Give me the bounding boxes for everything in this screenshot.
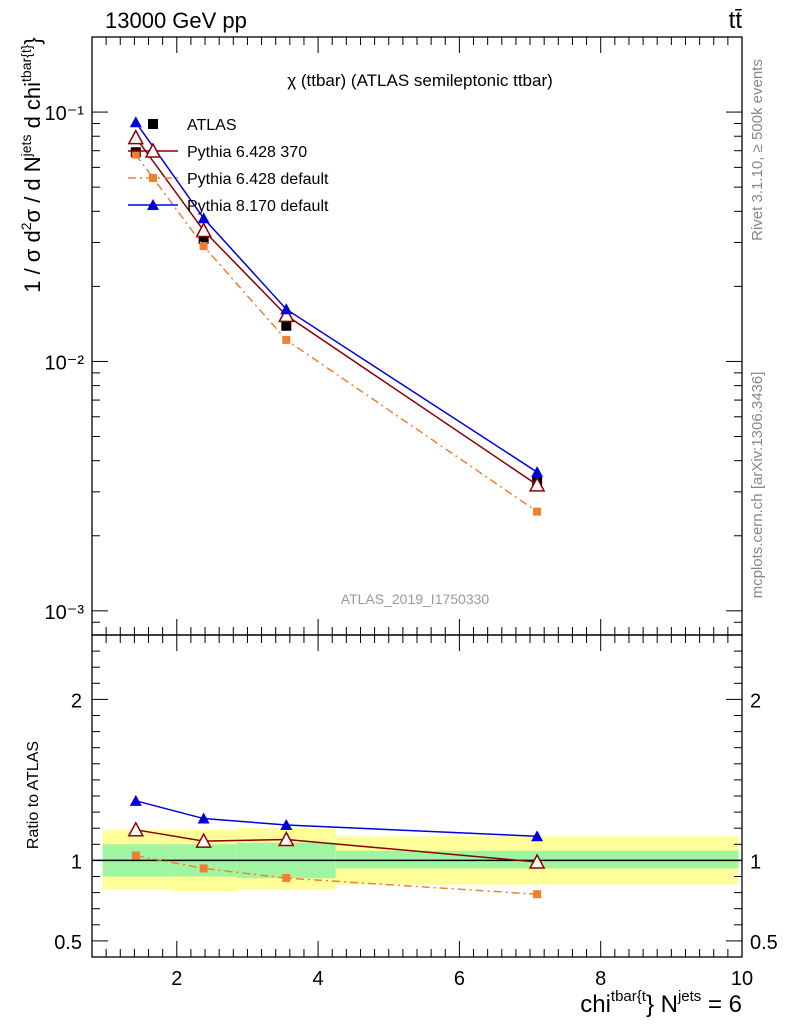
x-axis-title: chitbar{t} Njets = 6 (580, 988, 742, 1018)
analysis-watermark: ATLAS_2019_I1750330 (341, 591, 490, 607)
ratio-point-pythia-6-428-default (533, 890, 542, 899)
ratio-point-pythia-6-428-370 (528, 853, 546, 869)
legend-marker (148, 119, 158, 129)
x-tick-label: 8 (595, 968, 606, 990)
x-tick-label: 10 (731, 968, 753, 990)
main-point-pythia-8-170-default (197, 212, 210, 224)
ratio-point-pythia-6-428-370 (127, 821, 145, 837)
ratio-line-pythia-8-170-default (135, 800, 538, 837)
legend-label: Pythia 6.428 default (187, 171, 329, 188)
ratio-point-pythia-8-170-default (197, 812, 210, 824)
legend-marker (144, 142, 162, 158)
x-title-chi: chi (580, 991, 611, 1018)
ratio-point-pythia-8-170-default (129, 794, 142, 806)
main-point-pythia-6-428-370 (278, 306, 295, 323)
x-title-sup-tbar: tbar{t (611, 988, 647, 1005)
legend-marker (149, 174, 157, 182)
ratio-y-tick-label-left: 1 (71, 851, 82, 873)
ratio-plot-frame (91, 634, 743, 958)
main-point-atlas (198, 233, 209, 244)
main-point-pythia-6-428-default (199, 242, 208, 251)
y-title-mid2: d chi (20, 82, 45, 135)
main-y-tick-label: 10⁻³ (45, 602, 85, 624)
ratio-y-tick-label-right: 1 (750, 851, 761, 873)
main-line-pythia-6-428-default (135, 154, 538, 513)
ratio-y-tick-label-left: 0.5 (54, 932, 82, 954)
ratio-y-axis-title: Ratio to ATLAS (25, 741, 42, 849)
legend-label: ATLAS (187, 117, 237, 134)
main-y-tick-label: 10⁻² (45, 352, 85, 374)
y-title-prefix: 1 / σ d (20, 230, 45, 293)
x-tick-label: 6 (454, 968, 465, 990)
y-title-sup-jets: jets (18, 135, 34, 158)
process-label: tt̄ (729, 7, 743, 34)
ratio-point-pythia-6-428-370 (278, 830, 295, 847)
main-point-pythia-6-428-370 (127, 129, 145, 145)
y-title-sup-tbar: tbar{t} (18, 44, 34, 82)
main-y-tick-label: 10⁻¹ (45, 103, 85, 125)
main-point-pythia-6-428-370 (195, 221, 212, 238)
ratio-point-pythia-6-428-default (131, 851, 140, 860)
x-title-mid: } N (646, 991, 678, 1018)
ratio-line-pythia-6-428-default (135, 854, 538, 895)
mcplots-label: mcplots.cern.ch [arXiv:1306.3436] (749, 372, 766, 599)
main-line-pythia-8-170-default (135, 121, 538, 473)
main-point-pythia-6-428-370 (528, 476, 546, 492)
ratio-line-pythia-6-428-370 (135, 829, 538, 863)
x-title-sup-jets: jets (677, 988, 701, 1005)
main-point-pythia-6-428-default (282, 335, 291, 344)
main-point-pythia-8-170-default (531, 466, 544, 478)
ratio-point-pythia-6-428-default (199, 864, 208, 873)
ratio-y-tick-label-left: 2 (71, 690, 82, 712)
main-point-atlas (281, 320, 292, 331)
main-point-pythia-6-428-default (533, 507, 542, 516)
ratio-y-tick-label-right: 0.5 (750, 932, 778, 954)
y-title-mid: σ / d N (20, 156, 45, 222)
x-title-end: = 6 (701, 991, 742, 1018)
main-line-pythia-6-428-370 (135, 137, 538, 486)
x-tick-label: 2 (171, 968, 182, 990)
main-point-pythia-8-170-default (280, 303, 293, 315)
ratio-point-pythia-6-428-370 (195, 832, 212, 848)
ratio-point-pythia-8-170-default (531, 830, 544, 842)
ratio-y-tick-label-right: 2 (750, 690, 761, 712)
legend-label: Pythia 8.170 default (187, 198, 329, 215)
y-title-sup-2: 2 (18, 222, 34, 230)
main-point-pythia-6-428-default (131, 150, 140, 159)
x-tick-label: 4 (313, 968, 324, 990)
main-y-axis-title: 1 / σ d2σ / d Njets d chitbar{t}} (18, 37, 45, 293)
y-title-end: } (20, 37, 45, 44)
energy-label: 13000 GeV pp (105, 8, 247, 33)
ratio-point-pythia-8-170-default (280, 818, 293, 830)
ratio-point-pythia-6-428-default (282, 874, 291, 883)
legend-label: Pythia 6.428 370 (187, 144, 307, 161)
main-point-pythia-8-170-default (129, 116, 142, 128)
rivet-label: Rivet 3.1.10, ≥ 500k events (749, 59, 766, 241)
legend-marker (147, 199, 159, 210)
chart-marks: 10⁻³10⁻²10⁻¹12468100.50.51122ATLASPythia… (45, 36, 778, 990)
main-plot-title: χ (ttbar) (ATLAS semileptonic ttbar) (287, 71, 553, 90)
